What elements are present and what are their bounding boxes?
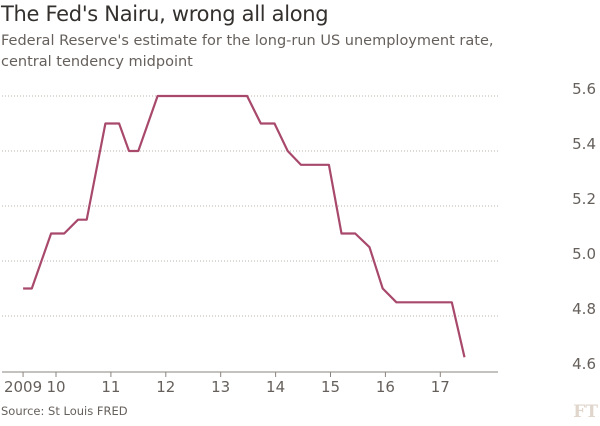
x-tick-label: 17: [431, 378, 450, 396]
series-line: [23, 94, 466, 358]
y-tick-label: 5.4: [572, 135, 596, 153]
chart-subtitle: Federal Reserve's estimate for the long-…: [1, 33, 494, 70]
x-tick-label: 12: [156, 378, 175, 396]
x-tick-label: 2009: [4, 378, 42, 396]
ft-logo: FT: [573, 402, 598, 422]
x-tick-label: 13: [211, 378, 230, 396]
y-tick-label: 5.0: [572, 245, 596, 263]
y-tick-label: 5.2: [572, 190, 596, 208]
y-tick-label: 5.6: [572, 80, 596, 98]
x-tick-label: 16: [376, 378, 395, 396]
x-tick-label: 15: [321, 378, 340, 396]
x-tick-label: 10: [46, 378, 65, 396]
x-tick-label: 14: [266, 378, 285, 396]
x-tick-label: 11: [101, 378, 120, 396]
y-tick-label: 4.8: [572, 300, 596, 318]
chart-title: The Fed's Nairu, wrong all along: [1, 2, 329, 26]
source-note: Source: St Louis FRED: [1, 404, 128, 418]
y-tick-label: 4.6: [572, 355, 596, 373]
